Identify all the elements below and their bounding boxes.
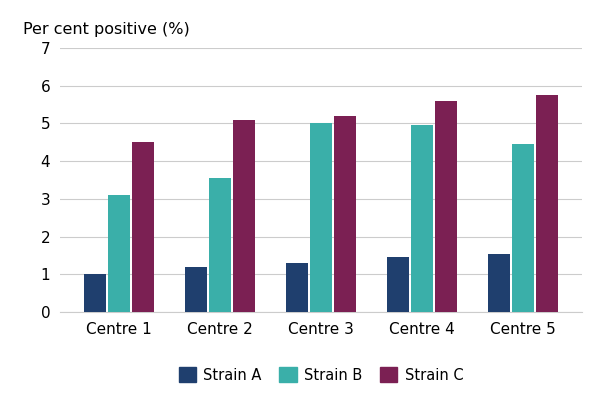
Bar	[209, 178, 231, 312]
Bar	[185, 267, 207, 312]
Bar	[411, 125, 433, 312]
Text: Per cent positive (%): Per cent positive (%)	[23, 22, 190, 38]
Bar	[435, 101, 457, 312]
Bar	[536, 95, 558, 312]
Bar	[334, 116, 356, 312]
Bar	[286, 263, 308, 312]
Bar	[488, 254, 510, 312]
Bar	[108, 195, 130, 312]
Bar	[84, 274, 106, 312]
Bar	[132, 142, 154, 312]
Bar	[386, 257, 409, 312]
Bar	[233, 120, 256, 312]
Legend: Strain A, Strain B, Strain C: Strain A, Strain B, Strain C	[173, 362, 469, 388]
Bar	[512, 144, 534, 312]
Bar	[310, 124, 332, 312]
